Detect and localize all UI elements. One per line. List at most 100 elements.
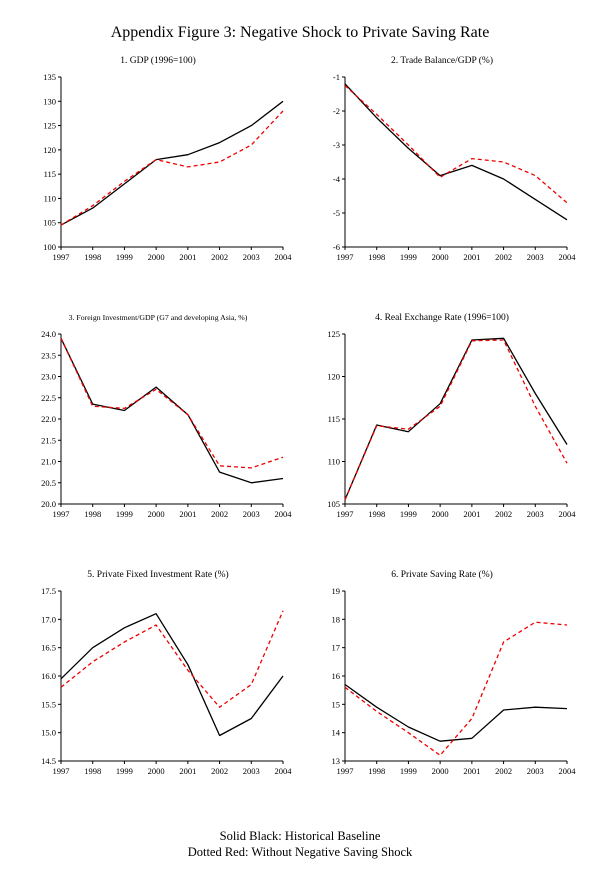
legend-counterfactual: Dotted Red: Without Negative Saving Shoc… <box>187 844 413 859</box>
line-chart-foreign-investment: 20.0 20.5 21.0 21.5 22.0 22.5 23.0 23.5 24.0 1997… <box>41 329 293 519</box>
x-tick-label: 2001 <box>179 766 196 776</box>
y-tick-label: 24.0 <box>41 329 56 339</box>
chart-title: 3. Foreign Investment/GDP (G7 and develo… <box>68 313 248 322</box>
baseline-line <box>60 613 284 737</box>
x-tick-label: 2003 <box>527 766 544 776</box>
y-tick-label: 19 <box>332 586 341 596</box>
x-tick-label: 2000 <box>432 509 449 519</box>
y-tick-label: 16.5 <box>41 643 56 653</box>
y-tick-label: 110 <box>328 457 340 467</box>
x-tick-label: 2001 <box>463 766 480 776</box>
chart-panel-real-exchange-rate: 4. Real Exchange Rate (1996=100) 105 110 1… <box>307 313 577 526</box>
baseline-line <box>344 83 568 221</box>
x-tick-label: 1999 <box>400 252 417 262</box>
x-tick-label: 1997 <box>337 509 354 519</box>
y-tick-label: 13 <box>332 756 341 766</box>
baseline-line <box>344 683 568 742</box>
x-tick-label: 2000 <box>148 766 165 776</box>
chart-panel-foreign-investment: 3. Foreign Investment/GDP (G7 and develo… <box>23 313 293 526</box>
page-title: Appendix Figure 3: Negative Shock to Pri… <box>110 24 490 41</box>
chart-panel-trade-balance: 2. Trade Balance/GDP (%) -6 -5 -4 -3 -2 -1 199… <box>307 56 577 269</box>
chart-title: 1. GDP (1996=100) <box>120 56 196 66</box>
y-tick-label: -1 <box>333 72 340 82</box>
x-tick-label: 2002 <box>495 509 512 519</box>
line-chart-private-fixed-investment: 14.5 15.0 15.5 16.0 16.5 17.0 17.5 1997 1998 1999… <box>41 586 293 776</box>
chart-title: 4. Real Exchange Rate (1996=100) <box>375 313 509 323</box>
x-tick-label: 2001 <box>179 509 196 519</box>
y-tick-label: 22.0 <box>41 414 56 424</box>
x-tick-label: 1997 <box>53 766 70 776</box>
x-tick-label: 2004 <box>275 509 293 519</box>
x-tick-label: 2003 <box>527 509 544 519</box>
legend-baseline: Solid Black: Historical Baseline <box>219 829 381 843</box>
y-tick-label: 125 <box>327 329 340 339</box>
x-tick-label: 1998 <box>84 252 101 262</box>
baseline-line <box>60 338 284 484</box>
charts-grid: 1. GDP (1996=100) 100 105 110 115 120 125 130 1… <box>0 56 600 783</box>
y-tick-label: 115 <box>328 414 340 424</box>
y-tick-label: 100 <box>43 242 56 252</box>
x-tick-label: 2004 <box>275 252 293 262</box>
x-tick-label: 2001 <box>179 252 196 262</box>
x-tick-label: 1999 <box>400 766 417 776</box>
y-tick-label: 22.5 <box>41 393 56 403</box>
y-tick-label: 125 <box>43 121 56 131</box>
y-tick-label: 135 <box>43 72 56 82</box>
x-tick-label: 2004 <box>275 766 293 776</box>
x-tick-label: 1997 <box>53 509 70 519</box>
y-tick-label: 23.5 <box>41 350 56 360</box>
chart-panel-private-fixed-investment: 5. Private Fixed Investment Rate (%) 14.… <box>23 570 293 783</box>
y-tick-label: 14.5 <box>41 756 56 766</box>
x-tick-label: 2002 <box>495 252 512 262</box>
x-tick-label: 1999 <box>116 252 133 262</box>
y-tick-label: -5 <box>333 208 340 218</box>
x-tick-label: 2000 <box>148 509 165 519</box>
x-tick-label: 2004 <box>559 766 577 776</box>
y-tick-label: 16 <box>332 671 341 681</box>
x-tick-label: 1999 <box>116 509 133 519</box>
x-tick-label: 2003 <box>243 766 260 776</box>
chart-title: 5. Private Fixed Investment Rate (%) <box>87 570 229 580</box>
y-tick-label: 120 <box>43 145 56 155</box>
y-tick-label: 15.0 <box>41 728 56 738</box>
y-tick-label: 14 <box>332 728 341 738</box>
baseline-line <box>344 337 568 501</box>
x-tick-label: 2003 <box>243 252 260 262</box>
y-tick-label: 130 <box>43 96 56 106</box>
x-tick-label: 2002 <box>211 509 228 519</box>
x-tick-label: 1998 <box>84 509 101 519</box>
counterfactual-line <box>344 339 568 501</box>
x-tick-label: 2000 <box>432 766 449 776</box>
line-chart-real-exchange-rate: 105 110 115 120 125 1997 1998 1999 2000 2001 2002 2… <box>327 329 576 519</box>
y-tick-label: -2 <box>333 106 340 116</box>
x-tick-label: 2000 <box>148 252 165 262</box>
y-tick-label: 20.0 <box>41 499 56 509</box>
x-tick-label: 2003 <box>527 252 544 262</box>
x-tick-label: 1997 <box>337 766 354 776</box>
x-tick-label: 1998 <box>84 766 101 776</box>
y-tick-label: 110 <box>44 193 56 203</box>
y-tick-label: 17 <box>332 643 341 653</box>
x-tick-label: 2002 <box>211 252 228 262</box>
x-tick-label: 2001 <box>463 509 480 519</box>
y-tick-label: 21.0 <box>41 457 56 467</box>
y-tick-label: 17.0 <box>41 614 56 624</box>
counterfactual-line <box>60 610 284 708</box>
x-tick-label: 2001 <box>463 252 480 262</box>
counterfactual-line <box>344 85 568 204</box>
baseline-line <box>60 100 284 226</box>
y-tick-label: 15.5 <box>41 699 56 709</box>
x-tick-label: 1999 <box>116 766 133 776</box>
x-tick-label: 2002 <box>495 766 512 776</box>
x-tick-label: 1998 <box>368 252 385 262</box>
y-tick-label: 17.5 <box>41 586 56 596</box>
x-tick-label: 2002 <box>211 766 228 776</box>
counterfactual-line <box>60 338 284 469</box>
y-tick-label: -3 <box>333 140 340 150</box>
x-tick-label: 1997 <box>53 252 70 262</box>
y-tick-label: 105 <box>327 499 340 509</box>
legend: Solid Black: Historical Baseline Dotted … <box>0 829 600 860</box>
counterfactual-line <box>60 110 284 226</box>
x-tick-label: 1998 <box>368 509 385 519</box>
chart-panel-gdp: 1. GDP (1996=100) 100 105 110 115 120 125 130 1… <box>23 56 293 269</box>
